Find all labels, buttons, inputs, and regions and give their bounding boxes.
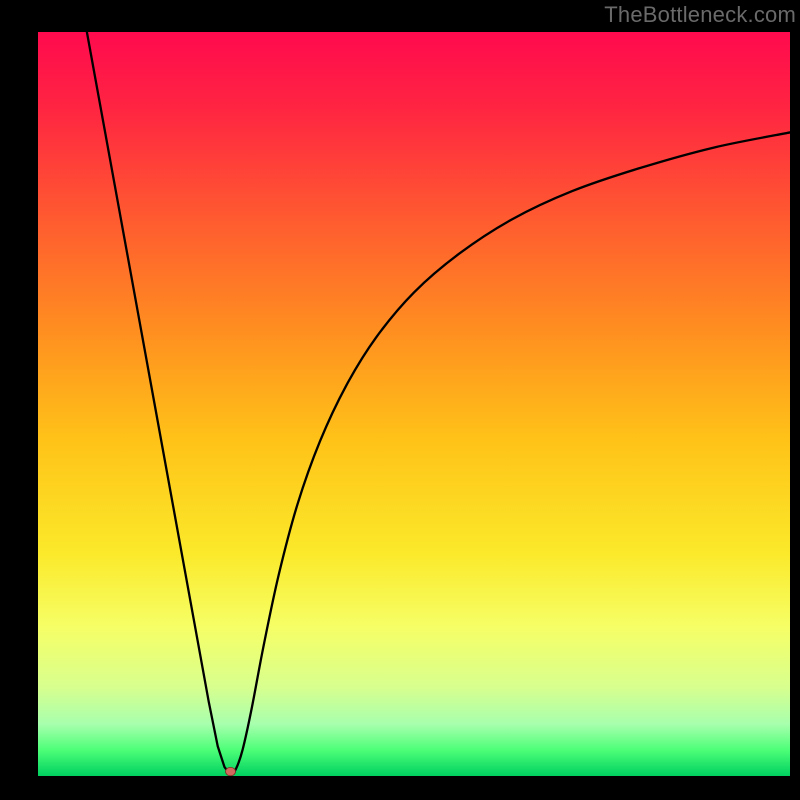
chart-frame: TheBottleneck.com <box>0 0 800 800</box>
chart-svg <box>38 32 790 776</box>
minimum-marker <box>226 767 236 775</box>
chart-background <box>38 32 790 776</box>
watermark-label: TheBottleneck.com <box>604 2 796 28</box>
plot-area <box>38 32 790 776</box>
